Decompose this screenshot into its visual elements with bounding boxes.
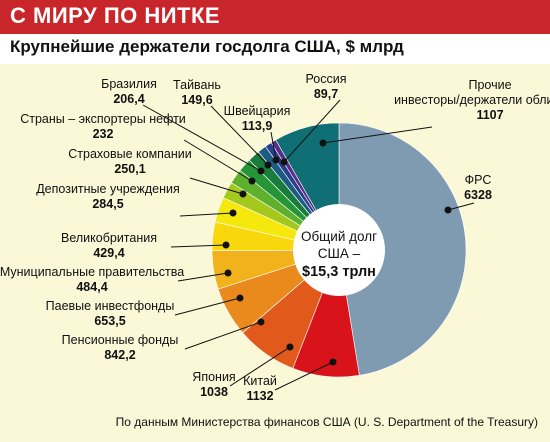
slice-label-name: Россия — [306, 72, 347, 86]
leader-line — [177, 272, 229, 282]
center-text-line1: Общий долг — [301, 229, 377, 244]
slice-label-name: Китай — [243, 374, 277, 388]
slice-label-name: Депозитные учреждения — [36, 182, 180, 196]
slice-label-value: 429,4 — [93, 246, 124, 260]
slice-label-value: 484,4 — [76, 280, 107, 294]
slice-label-name: Страны – экспортеры нефти — [20, 112, 186, 126]
slice-label-value: 206,4 — [113, 92, 144, 106]
leader-dot — [222, 241, 230, 249]
leader-dot — [329, 358, 337, 366]
leader-line — [210, 105, 269, 166]
slice-label-name: Швейцария — [224, 104, 291, 118]
slice-label-name: инвесторы/держатели облигаций — [394, 93, 550, 107]
slice-label-value: 113,9 — [242, 119, 273, 133]
leader-dot — [229, 209, 237, 217]
leader-dot — [272, 156, 280, 164]
center-text-line3: $15,3 трлн — [302, 264, 376, 280]
leader-dot — [264, 161, 272, 169]
leader-line — [229, 346, 291, 387]
leader-line — [174, 297, 241, 316]
slice-label-value: 284,5 — [92, 197, 123, 211]
slice-label-value: 653,5 — [94, 314, 125, 328]
center-hole — [293, 204, 385, 296]
slice-label-value: 6328 — [464, 188, 492, 202]
leader-line — [322, 126, 433, 144]
leader-line — [142, 104, 262, 172]
leader-dot — [224, 269, 232, 277]
leader-line — [189, 177, 244, 195]
leader-dot — [286, 343, 294, 351]
leader-line — [274, 361, 334, 391]
slice-label-name: Бразилия — [101, 77, 157, 91]
slice-label-name: Страховые компании — [68, 147, 192, 161]
header-banner: С МИРУ ПО НИТКЕ — [0, 0, 550, 34]
leader-dot — [257, 318, 265, 326]
slice-label-name: Паевые инвестфонды — [46, 299, 175, 313]
slice-label-name: Муниципальные правительства — [0, 265, 184, 279]
slice-label-value: 89,7 — [314, 87, 338, 101]
slice-label-value: 250,1 — [114, 162, 145, 176]
title-bar — [0, 34, 550, 64]
slice-label-name: Тайвань — [173, 78, 221, 92]
slice-label-value: 1107 — [476, 108, 503, 122]
slice-label-name: Великобритания — [61, 231, 157, 245]
leader-line — [184, 321, 262, 350]
slice-label-value: 842,2 — [104, 348, 135, 362]
leader-line — [447, 202, 475, 211]
leader-dot — [444, 206, 452, 214]
leader-line — [270, 131, 277, 161]
slice-label-name: Прочие — [468, 78, 511, 92]
slice-label-value: 149,6 — [181, 93, 212, 107]
chart-title: Крупнейшие держатели госдолга США, $ млр… — [10, 37, 404, 56]
leader-lines — [142, 99, 475, 391]
banner-title: С МИРУ ПО НИТКЕ — [10, 3, 221, 28]
source-note: По данным Министерства финансов США (U. … — [116, 415, 538, 429]
slice-label-value: 1132 — [246, 389, 273, 403]
slice-label-name: ФРС — [465, 173, 492, 187]
leader-dot — [236, 294, 244, 302]
leader-line — [179, 212, 234, 217]
leader-dot — [319, 139, 327, 147]
slice-label-name: Пенсионные фонды — [62, 333, 179, 347]
slice-label-value: 232 — [93, 127, 114, 141]
leader-dot — [280, 158, 288, 166]
leader-line — [283, 99, 341, 163]
leader-dot — [248, 177, 256, 185]
slice-label-value: 1038 — [200, 385, 228, 399]
leader-line — [183, 139, 253, 182]
leader-dot — [257, 167, 265, 175]
leader-dot — [239, 190, 247, 198]
slice-label-name: Япония — [192, 370, 235, 384]
center-text-line2: США – — [318, 246, 361, 261]
leader-line — [170, 244, 227, 248]
